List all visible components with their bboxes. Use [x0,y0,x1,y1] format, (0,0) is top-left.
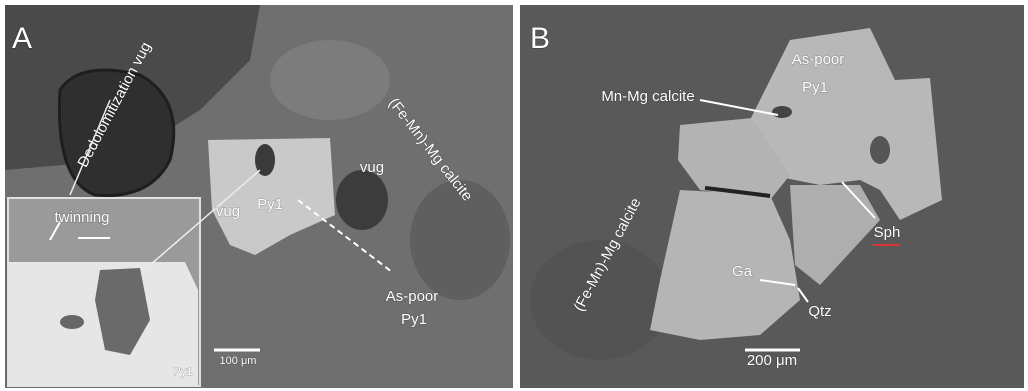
inset-inclusion [60,315,84,329]
annotation: twinning [54,209,109,226]
inclusion [772,106,792,118]
vug [336,170,388,230]
annotation: Py1 [257,196,283,213]
annotation: Ga [732,263,753,280]
panel-b-image [520,5,1024,388]
annotation: 100 μm [220,355,257,367]
annotation: vug [216,203,240,220]
panel-label: B [530,22,550,55]
annotation: 200 μm [747,352,797,369]
panel-divider [513,5,520,388]
annotation: vug [360,159,384,176]
texture [270,40,390,120]
figure: ADedolomitization vugtwinningvugPy1vug(F… [0,0,1028,391]
annotation: As-poor [792,51,845,68]
annotation: As-poor [386,288,439,305]
annotation: Sph [874,224,901,241]
annotation: Py1 [802,79,828,96]
annotation: Mn-Mg calcite [601,88,694,105]
panel-label: A [12,22,32,55]
annotation: Py1 [401,311,427,328]
annotation: Py1 [174,366,193,378]
annotation: Qtz [808,303,831,320]
inclusion [870,136,890,164]
